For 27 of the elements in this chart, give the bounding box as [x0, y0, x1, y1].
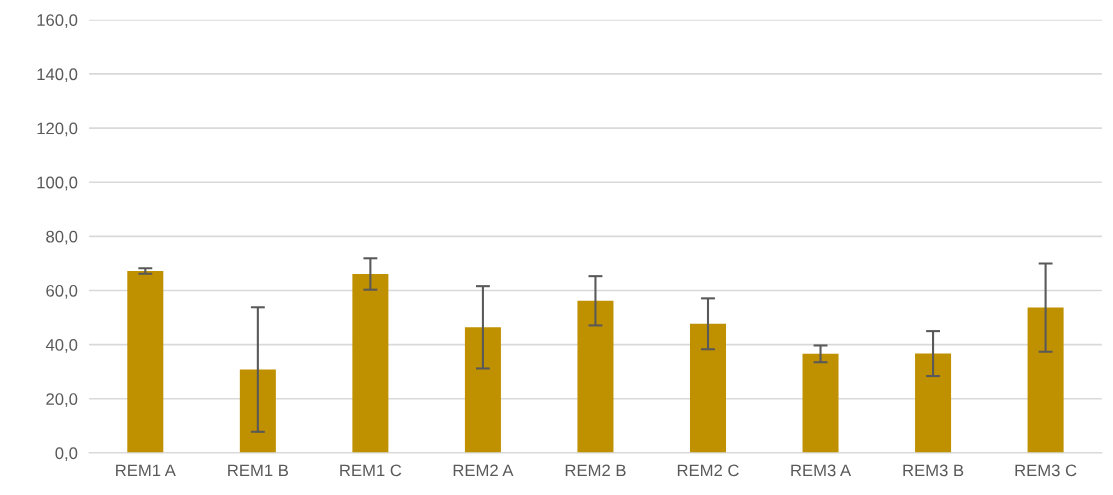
x-tick-label: REM3 A [791, 464, 852, 477]
bar [464, 327, 501, 453]
y-tick-label: 120,0 [37, 122, 78, 137]
bar [127, 271, 164, 453]
x-tick-label: REM1 B [228, 464, 288, 477]
x-tick-label: REM2 C [677, 464, 739, 477]
bar [1027, 307, 1064, 453]
bar [239, 369, 276, 453]
x-tick-label: REM3 B [903, 464, 964, 477]
y-tick-label: 60,0 [46, 284, 78, 299]
y-tick-label: 20,0 [46, 393, 78, 407]
y-tick-label: 40,0 [45, 339, 78, 353]
y-tick-label: 80,0 [46, 230, 78, 245]
bar [802, 353, 839, 453]
y-tick-label: 100,0 [37, 176, 78, 191]
y-tick-label: 0,0 [55, 447, 78, 462]
x-tick-label: REM1 C [340, 464, 402, 477]
x-tick-label: REM2 B [565, 464, 626, 477]
bar [915, 353, 952, 453]
x-tick-label: REM3 C [1015, 464, 1077, 477]
y-tick-label: 160,0 [37, 14, 78, 28]
y-tick-label: 140,0 [37, 68, 78, 83]
x-tick-label: REM2 A [453, 464, 514, 477]
bar [352, 273, 389, 453]
bar [689, 323, 726, 453]
x-tick-label: REM1 A [116, 464, 176, 477]
bar [577, 300, 614, 453]
